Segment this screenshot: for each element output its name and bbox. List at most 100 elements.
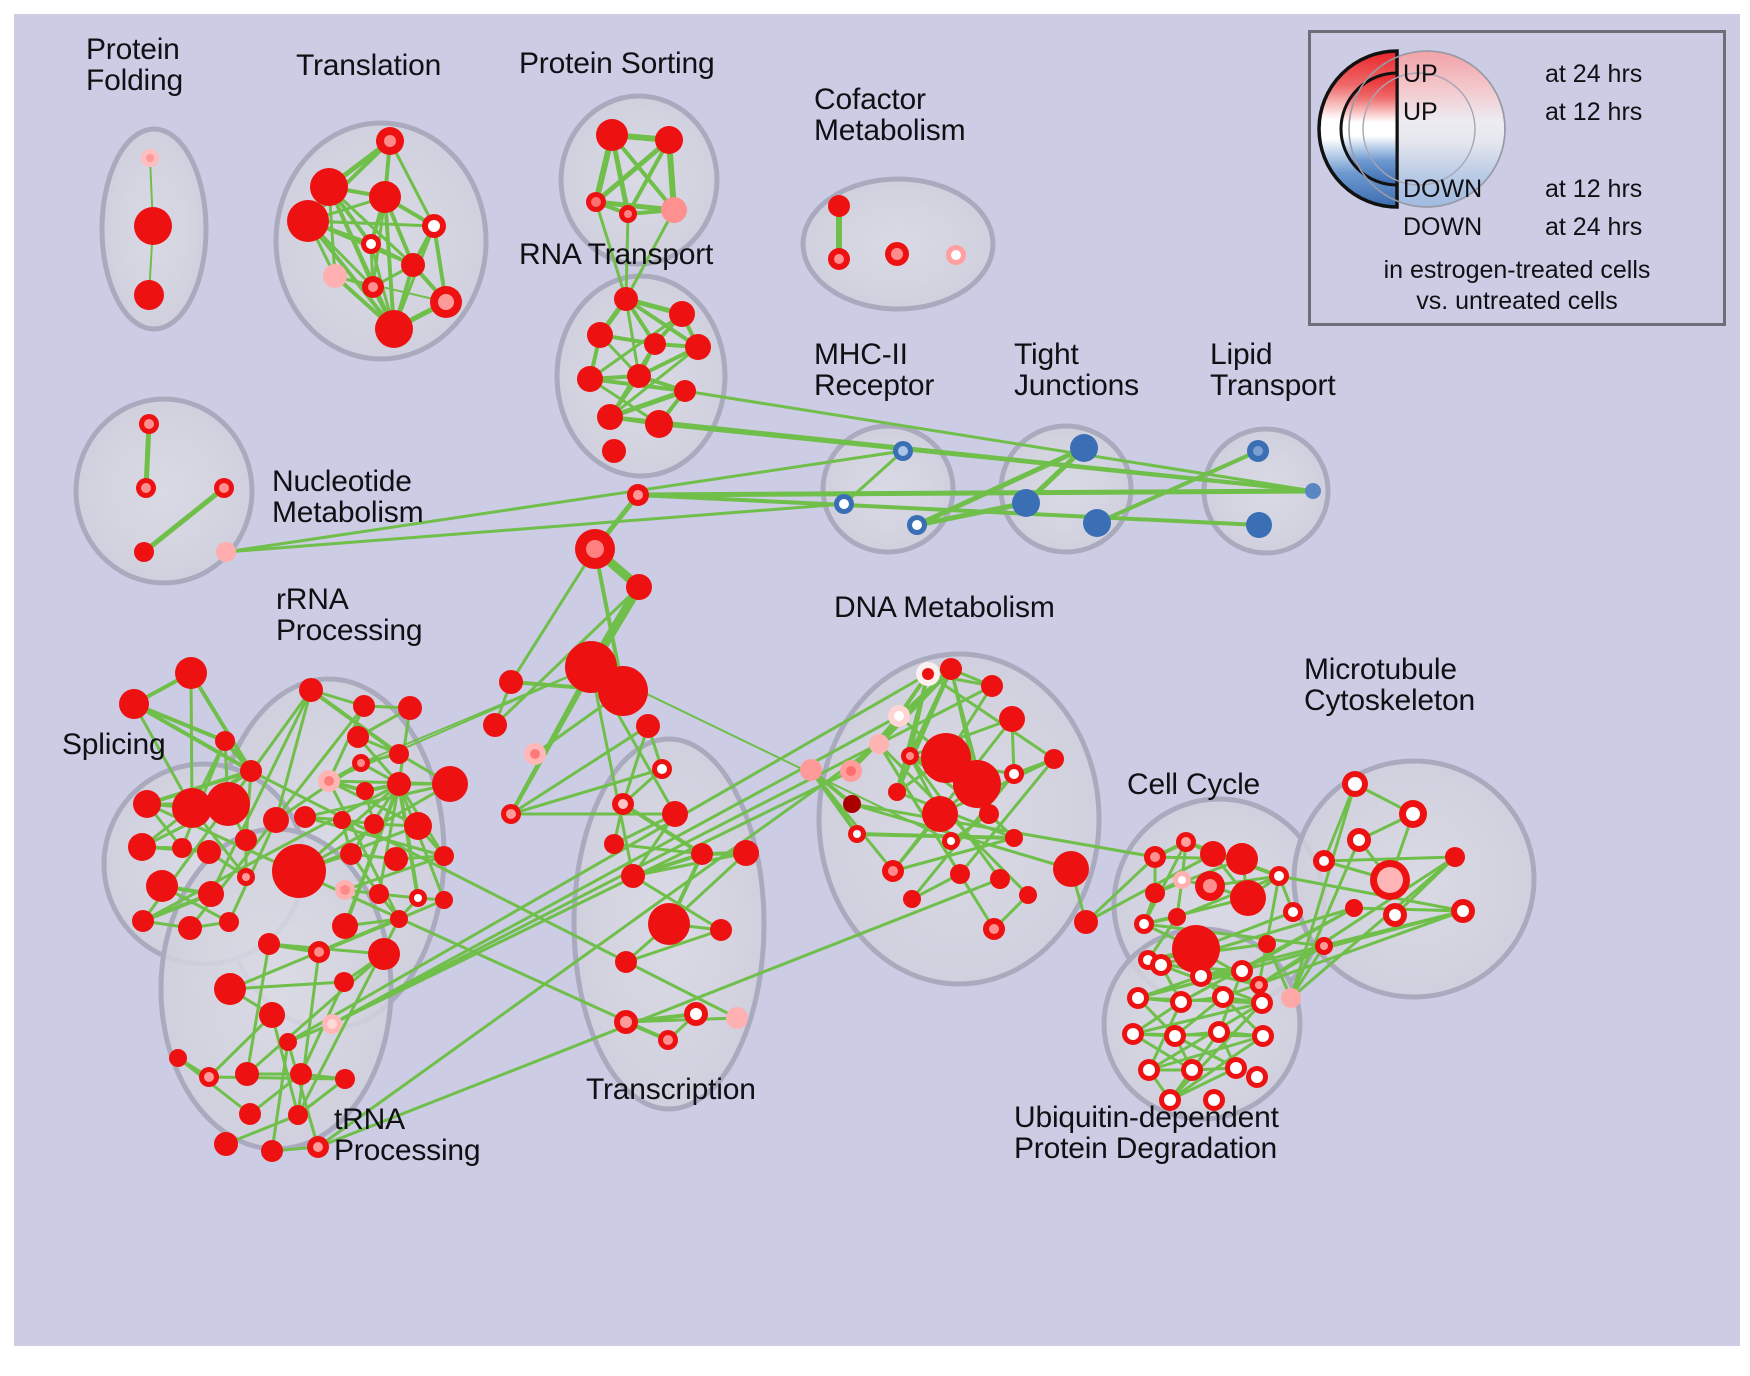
network-node[interactable] xyxy=(175,657,207,689)
network-node[interactable] xyxy=(1347,828,1371,852)
network-node[interactable] xyxy=(409,889,427,907)
network-node[interactable] xyxy=(644,333,666,355)
network-node[interactable] xyxy=(398,696,422,720)
network-node[interactable] xyxy=(1203,1089,1225,1111)
network-node[interactable] xyxy=(1122,1023,1144,1045)
network-node[interactable] xyxy=(636,714,660,738)
network-node[interactable] xyxy=(621,864,645,888)
network-node[interactable] xyxy=(134,542,154,562)
network-node[interactable] xyxy=(307,1136,329,1158)
network-node[interactable] xyxy=(893,441,913,461)
network-node[interactable] xyxy=(404,812,432,840)
network-node[interactable] xyxy=(626,574,652,600)
network-node[interactable] xyxy=(364,814,384,834)
network-node[interactable] xyxy=(169,1049,187,1067)
network-node[interactable] xyxy=(1044,749,1064,769)
network-node[interactable] xyxy=(684,1002,708,1026)
network-node[interactable] xyxy=(389,744,409,764)
network-node[interactable] xyxy=(369,181,401,213)
network-node[interactable] xyxy=(1168,908,1186,926)
network-node[interactable] xyxy=(353,695,375,717)
network-node[interactable] xyxy=(237,868,255,886)
network-node[interactable] xyxy=(310,168,348,206)
network-node[interactable] xyxy=(596,119,628,151)
network-node[interactable] xyxy=(1145,883,1165,903)
network-node[interactable] xyxy=(1283,902,1303,922)
network-node[interactable] xyxy=(390,910,408,928)
network-node[interactable] xyxy=(368,938,400,970)
network-node[interactable] xyxy=(214,478,234,498)
network-node[interactable] xyxy=(1399,800,1427,828)
network-node[interactable] xyxy=(661,197,687,223)
network-node[interactable] xyxy=(240,760,262,782)
network-node[interactable] xyxy=(1070,434,1098,462)
network-node[interactable] xyxy=(272,844,326,898)
network-node[interactable] xyxy=(1083,509,1111,537)
network-node[interactable] xyxy=(726,1007,748,1029)
network-node[interactable] xyxy=(888,783,906,801)
network-node[interactable] xyxy=(347,726,369,748)
network-node[interactable] xyxy=(1181,1059,1203,1081)
network-node[interactable] xyxy=(602,439,626,463)
network-node[interactable] xyxy=(979,804,999,824)
network-node[interactable] xyxy=(1208,1021,1230,1043)
network-node[interactable] xyxy=(1247,440,1269,462)
network-node[interactable] xyxy=(434,846,454,866)
network-node[interactable] xyxy=(1053,851,1089,887)
network-node[interactable] xyxy=(318,770,340,792)
network-node[interactable] xyxy=(953,760,1001,808)
network-node[interactable] xyxy=(587,322,613,348)
network-node[interactable] xyxy=(369,884,389,904)
network-node[interactable] xyxy=(869,734,889,754)
network-node[interactable] xyxy=(132,910,154,932)
network-node[interactable] xyxy=(848,825,866,843)
network-node[interactable] xyxy=(1138,1059,1160,1081)
network-node[interactable] xyxy=(219,912,239,932)
network-node[interactable] xyxy=(655,126,683,154)
network-node[interactable] xyxy=(674,380,696,402)
network-node[interactable] xyxy=(422,214,446,238)
network-node[interactable] xyxy=(352,754,370,772)
network-node[interactable] xyxy=(882,860,904,882)
network-node[interactable] xyxy=(800,759,822,781)
network-node[interactable] xyxy=(308,941,330,963)
network-node[interactable] xyxy=(215,731,235,751)
network-node[interactable] xyxy=(139,414,159,434)
network-node[interactable] xyxy=(1383,903,1407,927)
network-node[interactable] xyxy=(598,666,648,716)
network-node[interactable] xyxy=(575,529,615,569)
network-node[interactable] xyxy=(901,747,919,765)
network-node[interactable] xyxy=(577,366,603,392)
network-node[interactable] xyxy=(1144,846,1166,868)
network-node[interactable] xyxy=(334,972,354,992)
network-node[interactable] xyxy=(146,870,178,902)
network-node[interactable] xyxy=(1251,992,1273,1014)
network-node[interactable] xyxy=(1190,965,1212,987)
network-node[interactable] xyxy=(942,832,960,850)
network-node[interactable] xyxy=(916,662,940,686)
network-node[interactable] xyxy=(990,869,1010,889)
network-node[interactable] xyxy=(1269,866,1289,886)
network-node[interactable] xyxy=(172,788,212,828)
network-node[interactable] xyxy=(691,843,713,865)
network-node[interactable] xyxy=(287,200,329,242)
network-node[interactable] xyxy=(1004,764,1024,784)
network-node[interactable] xyxy=(1173,871,1191,889)
network-node[interactable] xyxy=(619,205,637,223)
network-node[interactable] xyxy=(946,245,966,265)
network-node[interactable] xyxy=(501,804,521,824)
network-node[interactable] xyxy=(299,678,323,702)
network-node[interactable] xyxy=(197,840,221,864)
network-node[interactable] xyxy=(134,207,172,245)
network-node[interactable] xyxy=(178,916,202,940)
network-node[interactable] xyxy=(1345,899,1363,917)
network-node[interactable] xyxy=(335,1069,355,1089)
network-node[interactable] xyxy=(950,864,970,884)
network-node[interactable] xyxy=(983,918,1005,940)
network-node[interactable] xyxy=(1012,489,1040,517)
network-node[interactable] xyxy=(940,658,962,680)
network-node[interactable] xyxy=(1127,987,1149,1009)
network-node[interactable] xyxy=(652,759,672,779)
network-node[interactable] xyxy=(141,149,159,167)
network-node[interactable] xyxy=(615,951,637,973)
